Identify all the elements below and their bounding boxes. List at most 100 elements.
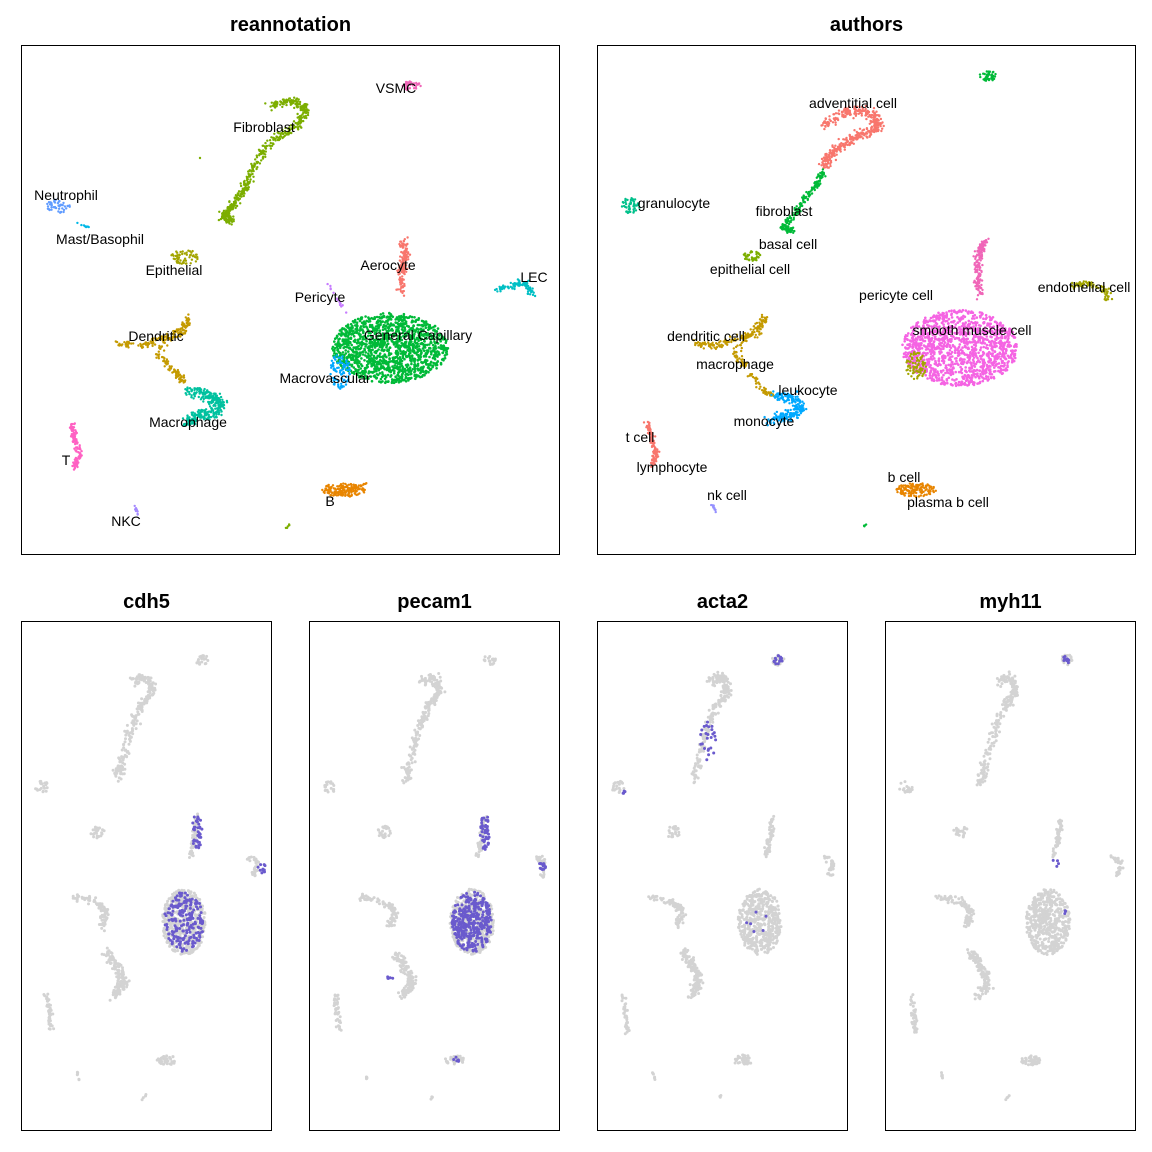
cluster-point	[386, 339, 389, 343]
cluster-point	[397, 270, 401, 273]
cluster-point	[298, 125, 301, 128]
cluster-point	[287, 523, 291, 526]
cluster-point	[781, 228, 784, 231]
cluster-point	[784, 220, 787, 223]
cluster-point	[351, 332, 355, 336]
cluster-point	[242, 194, 245, 198]
cluster-point	[380, 349, 383, 352]
cluster-point	[364, 315, 367, 318]
cluster-point	[413, 374, 417, 377]
cluster-point	[381, 312, 385, 315]
cluster-point	[76, 461, 79, 465]
cluster-point	[50, 206, 53, 209]
cluster-point	[212, 412, 215, 415]
cluster-point	[411, 84, 415, 87]
cluster-point	[882, 124, 885, 128]
cluster-point	[1110, 297, 1114, 301]
cluster-point	[285, 103, 288, 107]
cluster-point	[182, 332, 185, 335]
cluster-point	[296, 112, 299, 116]
cluster-point	[432, 329, 435, 332]
cluster-point	[214, 404, 217, 407]
cluster-point	[334, 358, 337, 361]
cluster-point	[433, 349, 436, 352]
cluster-point	[260, 159, 263, 162]
cluster-point	[355, 371, 359, 375]
cluster-point	[443, 356, 447, 360]
cluster-point	[987, 237, 990, 240]
cluster-point	[979, 357, 983, 360]
cluster-point	[976, 250, 979, 253]
cluster-point	[414, 346, 417, 350]
cluster-point	[387, 336, 390, 340]
cluster-point	[875, 124, 878, 127]
cluster-point	[404, 334, 408, 337]
cluster-point	[390, 324, 394, 327]
cluster-point	[412, 82, 416, 85]
cluster-point	[392, 343, 396, 346]
cluster-point	[292, 120, 296, 123]
cluster-point	[260, 152, 263, 156]
cluster-point	[845, 141, 849, 144]
cluster-point	[396, 337, 400, 341]
cluster-point	[865, 117, 868, 121]
cluster-point	[47, 201, 51, 204]
cluster-point	[275, 105, 278, 108]
cluster-point	[160, 345, 164, 348]
cluster-point	[414, 320, 417, 324]
cluster-point	[168, 365, 171, 368]
cluster-point	[361, 375, 365, 379]
cluster-point	[853, 112, 856, 115]
cluster-point	[120, 344, 123, 347]
cluster-point	[403, 357, 406, 361]
cluster-point	[978, 73, 982, 76]
cluster-point	[434, 351, 438, 355]
cluster-label: Fibroblast	[233, 119, 295, 135]
cluster-point	[824, 117, 827, 121]
cluster-point	[172, 329, 175, 333]
cluster-point	[73, 422, 76, 425]
cluster-point	[868, 122, 871, 126]
cluster-point	[74, 446, 78, 449]
cluster-point	[997, 341, 1000, 345]
cluster-point	[246, 186, 249, 189]
cluster-point	[169, 367, 173, 370]
cluster-point	[816, 184, 819, 188]
cluster-point	[426, 350, 430, 354]
cluster-point	[281, 128, 284, 132]
cluster-point	[288, 131, 291, 135]
cluster-point	[368, 325, 372, 329]
cluster-point	[838, 147, 842, 150]
cluster-point	[420, 337, 424, 341]
cluster-point	[990, 73, 993, 77]
cluster-point	[288, 97, 292, 100]
cluster-point	[791, 226, 795, 229]
cluster-point	[948, 349, 952, 352]
cluster-point	[787, 222, 791, 226]
cluster-point	[298, 118, 302, 121]
cluster-point	[185, 389, 189, 392]
cluster-point	[433, 362, 436, 365]
cluster-point	[151, 341, 155, 344]
cluster-point	[401, 319, 405, 322]
cluster-point	[509, 281, 512, 285]
cluster-point	[261, 157, 265, 160]
cluster-point	[438, 353, 441, 356]
cluster-point	[394, 361, 398, 365]
cluster-point	[435, 330, 439, 333]
cluster-point	[357, 368, 360, 372]
cluster-point	[992, 77, 996, 81]
cluster-point	[187, 318, 190, 321]
cluster-point	[264, 141, 267, 145]
cluster-point	[422, 321, 426, 325]
cluster-point	[947, 363, 950, 367]
cluster-point	[424, 352, 428, 355]
cluster-point	[397, 377, 401, 381]
cluster-point	[368, 349, 371, 352]
cluster-point	[345, 485, 348, 489]
cluster-point	[842, 138, 845, 141]
cluster-point	[868, 134, 872, 137]
cluster-point	[357, 347, 360, 351]
cluster-point	[367, 370, 371, 373]
cluster-point	[354, 324, 357, 327]
